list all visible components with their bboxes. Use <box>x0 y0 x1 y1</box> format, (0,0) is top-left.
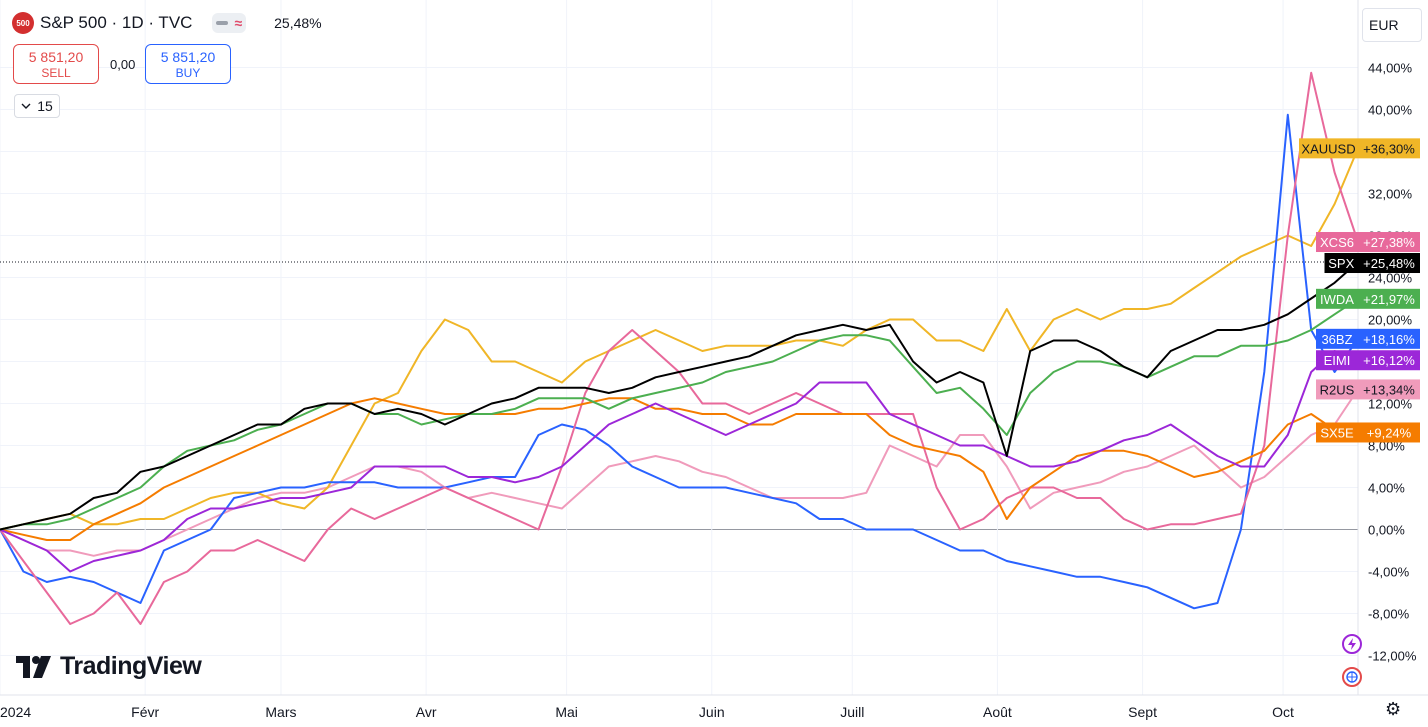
symbol-title[interactable]: S&P 500 · 1D · TVC <box>40 13 193 32</box>
y-tick-label: 32,00% <box>1368 187 1413 202</box>
series-tag-name-bg <box>1324 253 1358 274</box>
globe-icon[interactable] <box>1342 667 1362 687</box>
series-tags: XAUUSD +36,30% XCS6 +27,38% SPX +25,48% IWDA +2… <box>1299 138 1420 443</box>
series-tag-value: +27,38% <box>1363 235 1415 250</box>
bolt-icon[interactable] <box>1342 634 1362 654</box>
series-line-sx5e <box>0 397 1359 541</box>
chevron-down-icon <box>21 103 31 109</box>
x-tick-label: Févr <box>131 704 159 720</box>
y-tick-label: 44,00% <box>1368 61 1413 76</box>
series-tag-name-bg <box>1299 138 1358 159</box>
x-tick-label: Juin <box>699 704 725 720</box>
symbol-logo: 500 <box>12 12 34 34</box>
series-tag-value-bg <box>1358 350 1420 371</box>
x-tick-label: Mars <box>265 704 296 720</box>
x-tick-label: Août <box>983 704 1012 720</box>
x-axis: 2024 Févr Mars Avr Mai Juin Juill Août Sept Oct <box>0 704 1294 720</box>
series-tag-value-bg <box>1358 328 1420 349</box>
sell-price: 5 851,20 <box>28 49 84 65</box>
series-tag-value-bg <box>1358 422 1420 443</box>
tradingview-logo[interactable]: TradingView <box>16 652 202 681</box>
series-tag-value-bg <box>1358 288 1420 309</box>
indicators-count: 15 <box>37 98 53 114</box>
logo-text: TradingView <box>60 652 202 680</box>
series-tag-value-bg <box>1358 138 1420 159</box>
x-tick-label: Avr <box>416 704 437 720</box>
series-tag-name: 36BZ <box>1321 332 1352 347</box>
series-tag-value-bg <box>1358 253 1420 274</box>
series-tag-value: +9,24% <box>1367 425 1412 440</box>
series-tag-name: R2US <box>1320 382 1355 397</box>
y-tick-label: 20,00% <box>1368 313 1413 328</box>
series-line-xcs6 <box>0 71 1359 625</box>
series-tag-name-bg <box>1316 328 1358 349</box>
series-tag-value: +21,97% <box>1363 292 1415 307</box>
series-tag-name: SPX <box>1328 256 1354 271</box>
series-tag-value: +36,30% <box>1363 141 1415 156</box>
y-axis: -12,00%-8,00%-4,00%0,00%4,00%8,00%12,00%… <box>1368 61 1417 664</box>
chart-series <box>0 71 1359 625</box>
buy-price: 5 851,20 <box>160 49 216 65</box>
series-line-eimi <box>0 350 1359 573</box>
series-tag-value: +13,34% <box>1363 382 1415 397</box>
series-tag-value: +25,48% <box>1363 256 1415 271</box>
series-tag-value: +18,16% <box>1363 332 1415 347</box>
wave-icon: ≈ <box>234 15 243 31</box>
series-tag-name-bg <box>1316 350 1358 371</box>
tradingview-icon <box>16 655 51 678</box>
x-tick-label: Mai <box>555 704 578 720</box>
x-tick-label: 2024 <box>0 704 31 720</box>
series-tag-value: +16,12% <box>1363 353 1415 368</box>
sell-label: SELL <box>41 66 71 80</box>
series-tag-name-bg <box>1316 232 1358 253</box>
x-tick-label: Oct <box>1272 704 1294 720</box>
series-tag-value-bg <box>1358 232 1420 253</box>
chart-header: 500 S&P 500 · 1D · TVC ≈ 25,48% <box>12 12 322 34</box>
series-tag-name-bg <box>1316 379 1358 400</box>
series-tag-name-bg <box>1316 288 1358 309</box>
series-tag-name: EIMI <box>1324 353 1351 368</box>
series-tag-name: SX5E <box>1320 425 1354 440</box>
currency-selector[interactable]: EUR <box>1362 8 1422 42</box>
buy-button[interactable]: 5 851,20 BUY <box>145 44 231 84</box>
y-tick-label: -4,00% <box>1368 565 1410 580</box>
y-tick-label: 24,00% <box>1368 271 1413 286</box>
y-tick-label: 4,00% <box>1368 481 1405 496</box>
y-tick-label: 0,00% <box>1368 523 1405 538</box>
y-tick-label: -12,00% <box>1368 649 1417 664</box>
buy-label: BUY <box>175 66 201 80</box>
compare-toggle[interactable]: ≈ <box>212 13 247 33</box>
gear-icon[interactable]: ⚙ <box>1385 699 1402 719</box>
series-tag-value-bg <box>1358 379 1420 400</box>
spread-value: 0,00 <box>110 57 136 72</box>
minus-icon <box>216 21 229 25</box>
y-tick-label: -8,00% <box>1368 607 1410 622</box>
x-tick-label: Juill <box>840 704 864 720</box>
sell-button[interactable]: 5 851,20 SELL <box>13 44 99 84</box>
series-line-xauusd <box>0 148 1359 531</box>
y-tick-label: 40,00% <box>1368 103 1413 118</box>
series-tag-name: IWDA <box>1320 292 1354 307</box>
indicators-collapse-button[interactable]: 15 <box>14 94 60 118</box>
series-tag-name: XCS6 <box>1320 235 1354 250</box>
series-line-spx <box>0 261 1359 531</box>
y-tick-label: 12,00% <box>1368 397 1413 412</box>
series-tag-name: XAUUSD <box>1301 141 1355 156</box>
x-tick-label: Sept <box>1128 704 1157 720</box>
series-tag-name-bg <box>1316 422 1358 443</box>
series-line-r2us <box>0 388 1359 557</box>
change-percent: 25,48% <box>274 15 322 31</box>
